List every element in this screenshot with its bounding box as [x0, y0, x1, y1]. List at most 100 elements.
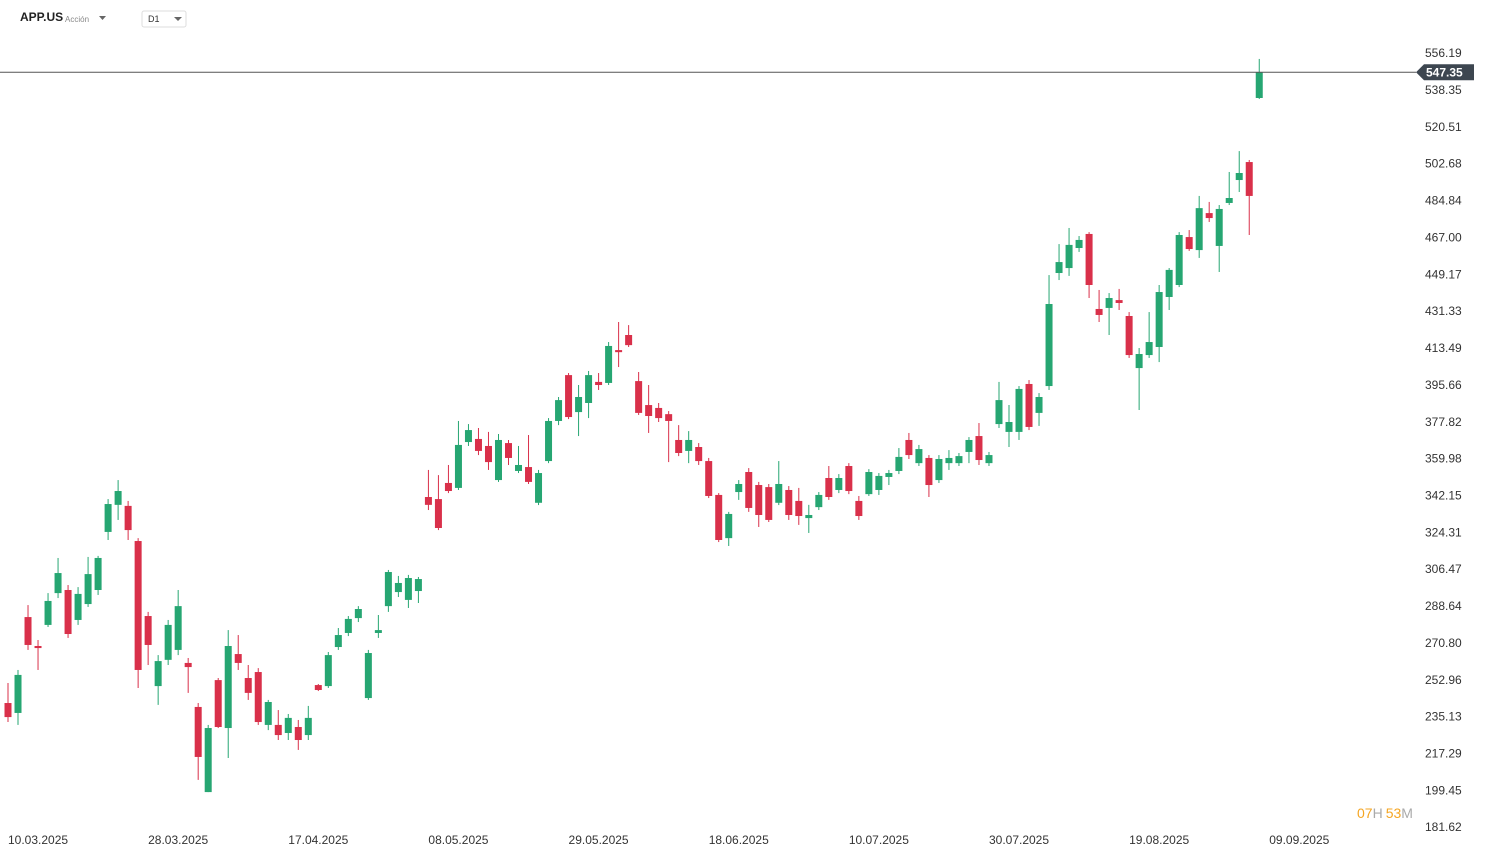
candle-body: [875, 475, 883, 490]
candle-body: [104, 504, 112, 532]
y-tick-label: 252.96: [1425, 673, 1462, 687]
candle-body: [234, 654, 242, 663]
candle-body: [855, 500, 863, 517]
candle-body: [124, 505, 132, 531]
y-tick-label: 502.68: [1425, 157, 1462, 171]
timeframe-box[interactable]: [141, 10, 187, 28]
candle-body: [144, 616, 152, 645]
candle-body: [1025, 383, 1033, 427]
candle-body: [434, 499, 442, 529]
candle-body: [364, 653, 372, 699]
candle-body: [575, 396, 583, 413]
candle-body: [705, 461, 713, 496]
x-tick-label: 08.05.2025: [428, 833, 488, 847]
candle-body: [745, 472, 753, 508]
candle-body: [735, 483, 743, 493]
candle-body: [224, 645, 232, 729]
timer-minutes: 53: [1386, 805, 1402, 821]
candle-body: [955, 456, 963, 464]
candle-body: [1105, 298, 1113, 308]
y-tick-label: 449.17: [1425, 267, 1462, 281]
candle-body: [795, 500, 803, 517]
x-tick-label: 19.08.2025: [1129, 833, 1189, 847]
candle-body: [625, 335, 633, 346]
candle-body: [935, 458, 943, 481]
timer-hours: 07: [1357, 805, 1373, 821]
candle-body: [695, 447, 703, 462]
candle-body: [845, 466, 853, 492]
symbol-dropdown[interactable]: [99, 16, 106, 20]
candle-body: [134, 541, 142, 670]
candle-body: [965, 439, 973, 452]
candle-body: [1095, 308, 1103, 315]
candle-body: [1005, 421, 1013, 432]
candle-body: [394, 582, 402, 593]
candle-body: [1205, 213, 1213, 219]
candle-body: [204, 728, 212, 793]
candle-body: [294, 726, 302, 741]
y-tick-label: 359.98: [1425, 452, 1462, 466]
candle-body: [354, 609, 362, 619]
instrument-kind: Acción: [65, 15, 89, 24]
candle-body: [454, 444, 462, 488]
candle-body: [214, 680, 222, 727]
candle-body: [1115, 300, 1123, 303]
candle-body: [174, 606, 182, 650]
symbol: APP.US: [20, 10, 63, 24]
y-tick-label: 324.31: [1425, 525, 1462, 539]
candle-body: [925, 457, 933, 486]
y-tick-label: 342.15: [1425, 488, 1462, 502]
candle-body: [274, 724, 282, 736]
candle-body: [44, 600, 52, 625]
candle-body: [114, 491, 122, 505]
candle-body: [1035, 396, 1043, 413]
candle-body: [1015, 388, 1023, 432]
candle-body: [1125, 315, 1133, 356]
candle-body: [424, 497, 432, 505]
x-tick-label: 10.07.2025: [849, 833, 909, 847]
candle-body: [775, 483, 783, 503]
candle-body: [595, 381, 603, 386]
candle-body: [1215, 208, 1223, 246]
candle-body: [1225, 198, 1233, 203]
candle-body: [585, 375, 593, 403]
candle-body: [1245, 162, 1253, 196]
timer-hours-unit: H: [1373, 805, 1383, 821]
candle-body: [635, 381, 643, 413]
candle-body: [825, 477, 833, 498]
candle-body: [464, 430, 472, 443]
candle-body: [414, 579, 422, 592]
timer: 07H 53M: [1357, 805, 1413, 821]
candle-body: [1135, 354, 1143, 369]
candle-body: [755, 485, 763, 515]
candle-body: [995, 400, 1003, 425]
x-tick-label: 10.03.2025: [8, 833, 68, 847]
candle-body: [885, 473, 893, 477]
candle-body: [1085, 233, 1093, 285]
candle-body: [1045, 304, 1053, 387]
candle-body: [945, 457, 953, 464]
candle-body: [1145, 342, 1153, 356]
candle-body: [895, 456, 903, 471]
candle-body: [64, 589, 72, 635]
candle-body: [505, 443, 512, 458]
candle-body: [765, 487, 773, 520]
candle-body: [154, 661, 162, 687]
candle-body: [244, 678, 252, 693]
candle-body: [1185, 237, 1193, 250]
candle-body: [484, 445, 492, 463]
candle-body: [835, 477, 843, 490]
y-tick-label: 395.66: [1425, 378, 1462, 392]
candle-body: [1175, 234, 1183, 285]
timeframe-caret[interactable]: [174, 17, 182, 21]
candle-body: [54, 573, 62, 594]
x-tick-label: 29.05.2025: [569, 833, 629, 847]
timeframe[interactable]: D1: [148, 14, 160, 24]
y-tick-label: 199.45: [1425, 783, 1462, 797]
y-tick-label: 431.33: [1425, 304, 1462, 318]
candle-body: [334, 635, 342, 648]
candle-body: [905, 439, 913, 456]
timer-minutes-unit: M: [1401, 805, 1413, 821]
